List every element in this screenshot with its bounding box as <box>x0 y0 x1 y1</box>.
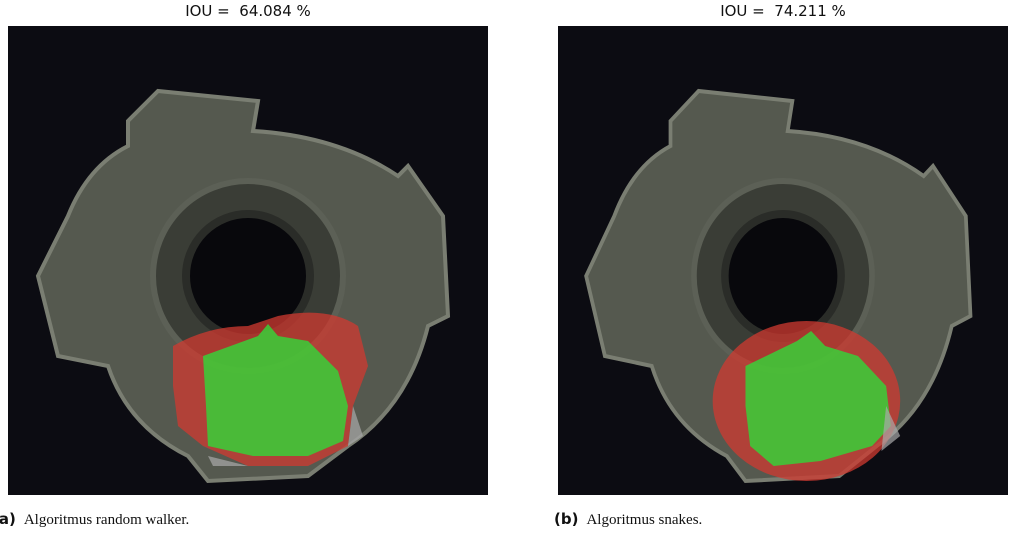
caption-text: Algoritmus random walker. <box>24 512 189 528</box>
image-random-walker <box>8 26 488 495</box>
panel-title: IOU = 64.084 % <box>8 2 488 20</box>
caption: (a) Algoritmus random walker. <box>0 510 189 529</box>
figure: IOU = 64.084 % IOU = 74.211 % (a) Algorit… <box>0 0 1016 539</box>
caption-label: (b) <box>554 510 578 528</box>
caption-text: Algoritmus snakes. <box>586 512 702 528</box>
panel-title: IOU = 74.211 % <box>558 2 1008 20</box>
image-snakes <box>558 26 1008 495</box>
caption-label: (a) <box>0 510 16 528</box>
caption: (b) Algoritmus snakes. <box>554 510 702 529</box>
